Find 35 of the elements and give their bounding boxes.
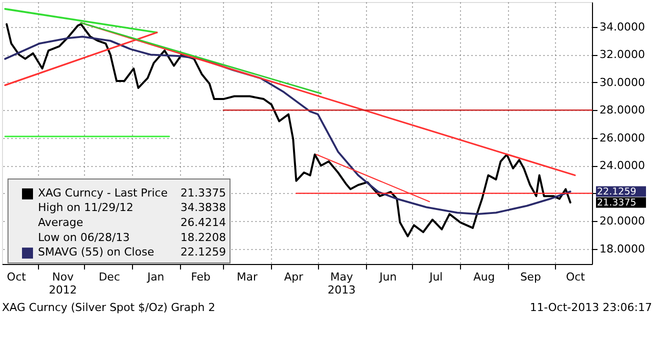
x-tick-label: Jul: [428, 270, 443, 284]
x-tick-label: Aug: [473, 270, 495, 284]
x-tick-label: May 2013: [328, 270, 356, 296]
legend-label: XAG Curncy - Last Price: [38, 186, 168, 200]
y-tick-label: 30.0000: [600, 76, 645, 89]
x-tick-label: Oct: [6, 270, 27, 284]
annotation: 18.2208: [180, 230, 226, 244]
x-tick-label: Jun: [378, 270, 397, 284]
x-tick-label: Feb: [190, 270, 210, 284]
y-tick-label: 26.0000: [600, 131, 645, 144]
annotation: 22.1259: [597, 186, 636, 198]
x-tick-label: Nov 2012: [48, 270, 77, 296]
y-tick-label: 24.0000: [600, 159, 645, 172]
y-tick-label: 20.0000: [600, 214, 645, 228]
text: XAG Curncy (Silver Spot $/Oz) Graph 2: [2, 301, 216, 314]
x-tick-label: Dec: [98, 270, 120, 284]
text: 22.1259: [180, 246, 226, 259]
text: 11-Oct-2013 23:06:17: [530, 301, 652, 314]
annotation: 26.4214: [180, 216, 226, 229]
legend-label: SMAVG (55) on Close: [38, 246, 154, 259]
annotation: 34.3838: [180, 201, 226, 214]
x-tick-label: Apr: [284, 270, 304, 284]
x-tick-label: Oct: [566, 270, 586, 284]
x-tick-label: Sep: [520, 270, 541, 284]
x-tick-label: Mar: [236, 270, 258, 284]
y-tick-label: 18.0000: [600, 242, 645, 256]
y-tick-label: 34.0000: [600, 20, 645, 34]
x-tick-label: Jan: [146, 270, 164, 284]
y-tick-label: 32.0000: [600, 48, 645, 62]
annotation: Low on 06/28/13: [38, 230, 130, 244]
annotation: Average: [38, 216, 84, 229]
text: 21.3375: [180, 186, 226, 200]
y-tick-label: 28.0000: [600, 104, 645, 117]
annotation: 21.3375: [597, 197, 636, 208]
annotation: High on 11/29/12: [38, 201, 134, 214]
